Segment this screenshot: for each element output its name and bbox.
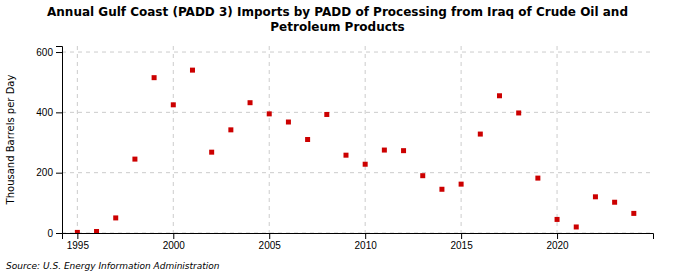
grid-line-x [269, 46, 270, 233]
y-tick-label: 200 [36, 167, 53, 178]
point [439, 187, 444, 192]
point [516, 110, 521, 115]
grid-line-x [557, 46, 558, 233]
x-axis-line [63, 234, 654, 240]
point [286, 120, 291, 125]
y-tick-mark [56, 173, 62, 174]
x-tick: 2010 [355, 233, 378, 251]
point [75, 230, 80, 233]
point [612, 200, 617, 205]
y-axis-line [56, 47, 63, 234]
x-tick-label: 2000 [163, 240, 186, 251]
y-tick: 200 [36, 167, 62, 178]
point [228, 127, 233, 132]
x-tick-label: 2010 [355, 240, 378, 251]
point [420, 173, 425, 178]
y-tick-label: 0 [47, 228, 53, 239]
point [152, 75, 157, 80]
point [363, 162, 368, 167]
x-tick-label: 2005 [259, 240, 282, 251]
y-tick: 0 [47, 228, 62, 239]
grid-line-x [173, 46, 174, 233]
x-axis: 1995 2000 2005 2010 2015 2020 [63, 233, 654, 251]
x-tick-mark [365, 233, 366, 239]
x-tick-mark [173, 233, 174, 239]
point [305, 137, 310, 142]
point [555, 217, 560, 222]
x-tick: 2005 [259, 233, 282, 251]
title: Annual Gulf Coast (PADD 3) Imports by PA… [47, 5, 628, 34]
grid-line-x [365, 46, 366, 233]
x-tick-mark [269, 233, 270, 239]
grid-line-x [461, 46, 462, 233]
x-tick: 2020 [546, 233, 569, 251]
y-tick-label: 400 [36, 107, 53, 118]
grid-line-y [62, 112, 653, 113]
point [132, 157, 137, 162]
x-tick-mark [461, 233, 462, 239]
point [478, 132, 483, 137]
x-tick-label: 2020 [546, 240, 569, 251]
x-tick-mark [77, 233, 78, 239]
x-tick-label: 2015 [450, 240, 473, 251]
y-axis: 0 200 400 600 [36, 47, 62, 239]
points [75, 68, 636, 233]
x-tick: 2000 [163, 233, 186, 251]
chart: Annual Gulf Coast (PADD 3) Imports by PA… [0, 0, 675, 275]
x-tick-label: 1995 [67, 240, 90, 251]
grid-line-x [77, 46, 78, 233]
point [94, 229, 99, 233]
y-tick-label: 600 [36, 47, 53, 58]
point [401, 148, 406, 153]
y-tick-mark [56, 52, 62, 53]
point [324, 112, 329, 117]
x-tick: 2015 [450, 233, 473, 251]
x-tick-mark [557, 233, 558, 239]
y-axis-title: Thousand Barrels per Day [5, 75, 16, 206]
point [267, 111, 272, 116]
point [497, 93, 502, 98]
grid-line-y [62, 52, 653, 53]
grid [62, 46, 653, 233]
point [113, 215, 118, 220]
point [593, 194, 598, 199]
title-line: Annual Gulf Coast (PADD 3) Imports by PA… [47, 5, 628, 19]
y-tick-mark [56, 112, 62, 113]
point [574, 224, 579, 229]
point [209, 150, 214, 155]
point [190, 68, 195, 73]
point [248, 100, 253, 105]
point [171, 102, 176, 107]
point [382, 148, 387, 153]
y-tick: 400 [36, 107, 62, 118]
point [459, 182, 464, 187]
y-tick-mark [56, 233, 62, 234]
point [343, 153, 348, 158]
y-tick: 600 [36, 47, 62, 58]
plot: 1995 2000 2005 2010 2015 2020 0 200 400 600 [36, 46, 653, 251]
grid-line-y [62, 172, 653, 173]
point [631, 211, 636, 216]
point [535, 176, 540, 181]
source-note: Source: U.S. Energy Information Administ… [6, 261, 220, 271]
x-tick: 1995 [67, 233, 90, 251]
title-line: Petroleum Products [270, 20, 404, 34]
